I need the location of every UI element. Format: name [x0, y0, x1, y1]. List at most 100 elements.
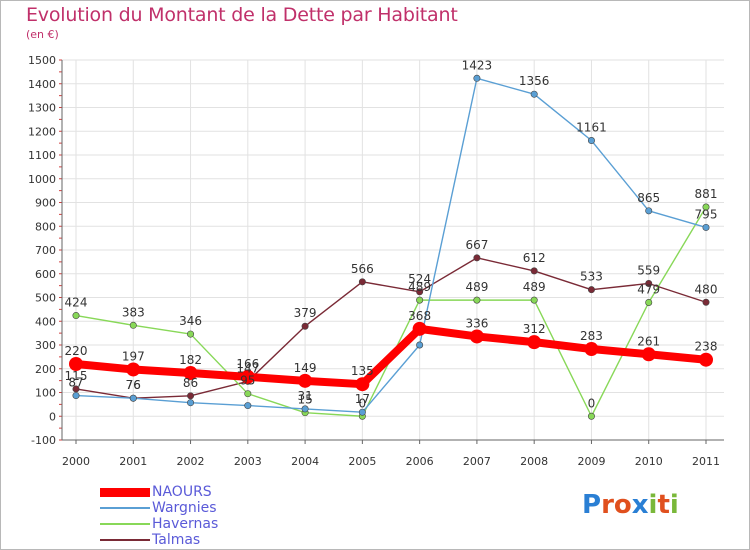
data-label-wargnies: 17	[355, 392, 370, 406]
y-tick-label: 1500	[28, 54, 56, 67]
y-tick-label: 1300	[28, 102, 56, 115]
data-label-wargnies: 1356	[519, 74, 550, 88]
data-point-talmas	[645, 279, 653, 287]
y-tick-label: 1400	[28, 78, 56, 91]
x-tick-label: 2008	[520, 455, 548, 468]
data-label-wargnies: 795	[695, 207, 718, 221]
data-point-wargnies	[702, 223, 710, 231]
data-label-havernas: 489	[465, 280, 488, 294]
y-tick-label: 500	[35, 292, 56, 305]
x-tick-label: 2004	[291, 455, 319, 468]
data-point-talmas	[416, 288, 424, 296]
data-label-talmas: 667	[465, 238, 488, 252]
legend-item-naours: NAOURS	[100, 484, 300, 500]
data-point-talmas	[358, 278, 366, 286]
data-point-naours	[412, 321, 427, 336]
x-tick-label: 2002	[177, 455, 205, 468]
legend-swatch	[100, 488, 150, 497]
data-point-wargnies	[416, 341, 424, 349]
chart-title: Evolution du Montant de la Dette par Hab…	[26, 4, 458, 26]
legend-label: Havernas	[152, 516, 219, 532]
data-label-wargnies: 76	[126, 378, 141, 392]
data-label-talmas: 480	[695, 282, 718, 296]
data-label-naours: 135	[351, 364, 374, 378]
data-label-talmas: 76	[126, 378, 141, 392]
data-label-havernas: 424	[65, 296, 88, 310]
data-label-naours: 149	[294, 361, 317, 375]
data-label-talmas: 379	[294, 306, 317, 320]
data-label-wargnies: 31	[297, 389, 312, 403]
x-tick-label: 2001	[119, 455, 147, 468]
data-label-havernas: 383	[122, 305, 145, 319]
data-label-talmas: 524	[408, 272, 431, 286]
data-point-wargnies	[72, 392, 80, 400]
data-point-wargnies	[587, 137, 595, 145]
y-tick-label: 200	[35, 363, 56, 376]
grid	[62, 59, 724, 441]
data-point-talmas	[530, 267, 538, 275]
logo-letter: P	[582, 490, 602, 520]
series-line-naours	[75, 324, 707, 389]
x-tick-label: 2009	[577, 455, 605, 468]
logo-letter: i	[669, 490, 679, 520]
x-axis-ticks: 2000 2001 2002 2003 2004 2005 2006 2007 2008 2009…	[62, 455, 720, 468]
logo-letter: i	[648, 490, 658, 520]
data-label-wargnies: 865	[637, 191, 660, 205]
legend-label: NAOURS	[152, 484, 212, 500]
y-tick-label: 300	[35, 339, 56, 352]
x-tick-label: 2011	[692, 455, 720, 468]
logo-letter: x	[631, 490, 649, 520]
legend-item-havernas: Havernas	[100, 516, 300, 532]
data-point-havernas	[645, 298, 653, 306]
data-point-naours	[527, 335, 542, 350]
data-label-havernas: 489	[523, 280, 546, 294]
legend-swatch	[100, 507, 150, 509]
legend-item-talmas: Talmas	[100, 532, 300, 548]
data-label-havernas: 489	[408, 280, 431, 294]
data-label-wargnies: 87	[68, 376, 83, 390]
data-label-naours: 312	[523, 322, 546, 336]
data-label-havernas: 0	[359, 396, 367, 410]
x-tick-label: 2003	[234, 455, 262, 468]
x-tick-label: 2010	[635, 455, 663, 468]
data-point-naours	[469, 329, 484, 344]
y-tick-label: 1200	[28, 125, 56, 138]
data-label-havernas: 0	[588, 396, 596, 410]
y-tick-label: 800	[35, 220, 56, 233]
data-label-naours: 261	[637, 334, 660, 348]
axes	[59, 59, 724, 444]
data-point-naours	[183, 366, 198, 381]
data-point-wargnies	[530, 90, 538, 98]
proxiti-logo: Proxiti	[582, 490, 679, 520]
data-point-naours	[298, 373, 313, 388]
data-point-naours	[584, 342, 599, 357]
data-label-havernas: 479	[637, 282, 660, 296]
data-label-naours: 197	[122, 349, 145, 363]
data-label-talmas: 86	[183, 376, 198, 390]
data-label-naours: 238	[695, 340, 718, 354]
data-label-naours: 283	[580, 329, 603, 343]
data-label-havernas: 346	[179, 314, 202, 328]
data-point-naours	[126, 362, 141, 377]
data-label-havernas: 95	[240, 374, 255, 388]
data-point-naours	[699, 352, 713, 367]
chart-subtitle: (en €)	[26, 28, 59, 41]
data-point-wargnies	[244, 402, 252, 410]
y-tick-label: 0	[49, 410, 56, 423]
y-tick-label: -100	[31, 434, 56, 447]
data-point-wargnies	[301, 405, 309, 413]
data-point-talmas	[301, 322, 309, 330]
x-tick-label: 2005	[348, 455, 376, 468]
data-point-talmas	[702, 298, 710, 306]
data-point-havernas	[416, 296, 424, 304]
data-labels: 220 197 182 166 149 135 368 336 312 283 261 238 87 76…	[65, 58, 718, 410]
y-tick-label: 900	[35, 197, 56, 210]
data-label-naours: 336	[465, 316, 488, 330]
data-label-talmas: 115	[65, 369, 88, 383]
data-point-havernas	[72, 312, 80, 320]
logo-letter: t	[657, 490, 670, 520]
legend-item-wargnies: Wargnies	[100, 500, 300, 516]
data-point-naours	[240, 369, 255, 384]
data-point-havernas	[587, 412, 595, 420]
y-tick-label: 100	[35, 387, 56, 400]
